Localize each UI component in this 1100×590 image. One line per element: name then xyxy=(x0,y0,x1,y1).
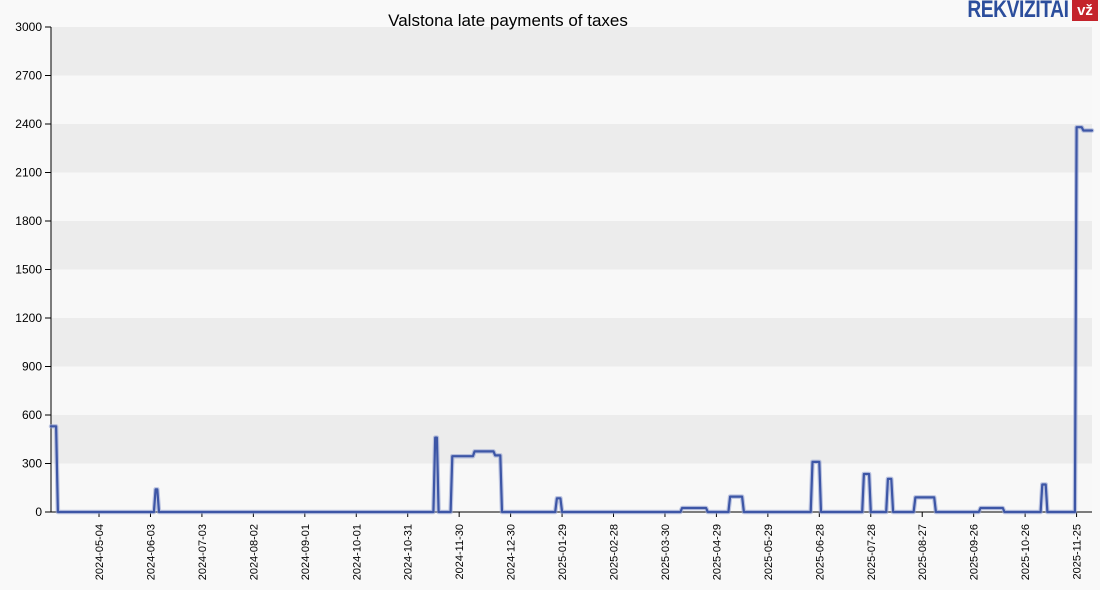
x-tick-label: 2024-11-30 xyxy=(454,524,466,579)
y-tick-label: 0 xyxy=(35,505,42,519)
x-tick-label: 2025-07-28 xyxy=(866,524,878,580)
x-tick-label: 2025-03-30 xyxy=(660,524,672,580)
x-tick-label: 2024-05-04 xyxy=(94,524,106,580)
plot-band-light xyxy=(51,463,1092,512)
x-tick-label: 2024-08-02 xyxy=(248,524,260,580)
plot-band-dark xyxy=(51,318,1092,367)
x-tick-label: 2024-10-31 xyxy=(403,524,415,580)
y-tick-label: 1800 xyxy=(15,214,42,228)
y-tick-label: 2400 xyxy=(15,117,42,131)
rekvizitai-logo-text: REKVIZITAI xyxy=(967,0,1070,23)
x-tick-label: 2025-01-29 xyxy=(557,524,569,580)
x-tick-label: 2025-05-29 xyxy=(763,524,775,580)
series-line xyxy=(49,126,1094,514)
x-tick-label: 2025-11-25 xyxy=(1072,524,1084,579)
y-tick-label: 600 xyxy=(22,408,42,422)
y-tick-label: 1500 xyxy=(15,263,42,277)
x-tick-label: 2024-10-01 xyxy=(351,524,363,580)
y-tick-label: 1200 xyxy=(15,311,42,325)
plot-band-dark xyxy=(51,27,1092,76)
y-tick-label: 2700 xyxy=(15,69,42,83)
x-tick-label: 2025-04-29 xyxy=(711,524,723,580)
rekvizitai-logo: REKVIZITAI vž xyxy=(942,0,1098,23)
x-tick-label: 2024-06-03 xyxy=(145,524,157,580)
plot-band-dark xyxy=(51,124,1092,173)
plot-band-dark xyxy=(51,221,1092,270)
plot-band-light xyxy=(51,366,1092,415)
x-tick-label: 2024-07-03 xyxy=(197,524,209,580)
x-tick-label: 2025-10-26 xyxy=(1020,524,1032,580)
y-tick-label: 3000 xyxy=(15,20,42,34)
chart-title: Valstona late payments of taxes xyxy=(388,11,628,30)
x-tick-label: 2025-09-26 xyxy=(969,524,981,580)
vz-logo-badge: vž xyxy=(1072,0,1098,21)
plot-band-light xyxy=(51,172,1092,221)
x-tick-label: 2024-09-01 xyxy=(300,524,312,580)
x-tick-label: 2025-06-28 xyxy=(814,524,826,580)
x-tick-label: 2025-02-28 xyxy=(609,524,621,580)
y-tick-label: 300 xyxy=(22,457,42,471)
x-tick-label: 2025-08-27 xyxy=(917,524,929,580)
plot-band-dark xyxy=(51,415,1092,464)
y-tick-label: 900 xyxy=(22,360,42,374)
y-tick-label: 2100 xyxy=(15,166,42,180)
plot-band-light xyxy=(51,75,1092,124)
x-tick-label: 2024-12-30 xyxy=(506,524,518,580)
plot-band-light xyxy=(51,269,1092,318)
